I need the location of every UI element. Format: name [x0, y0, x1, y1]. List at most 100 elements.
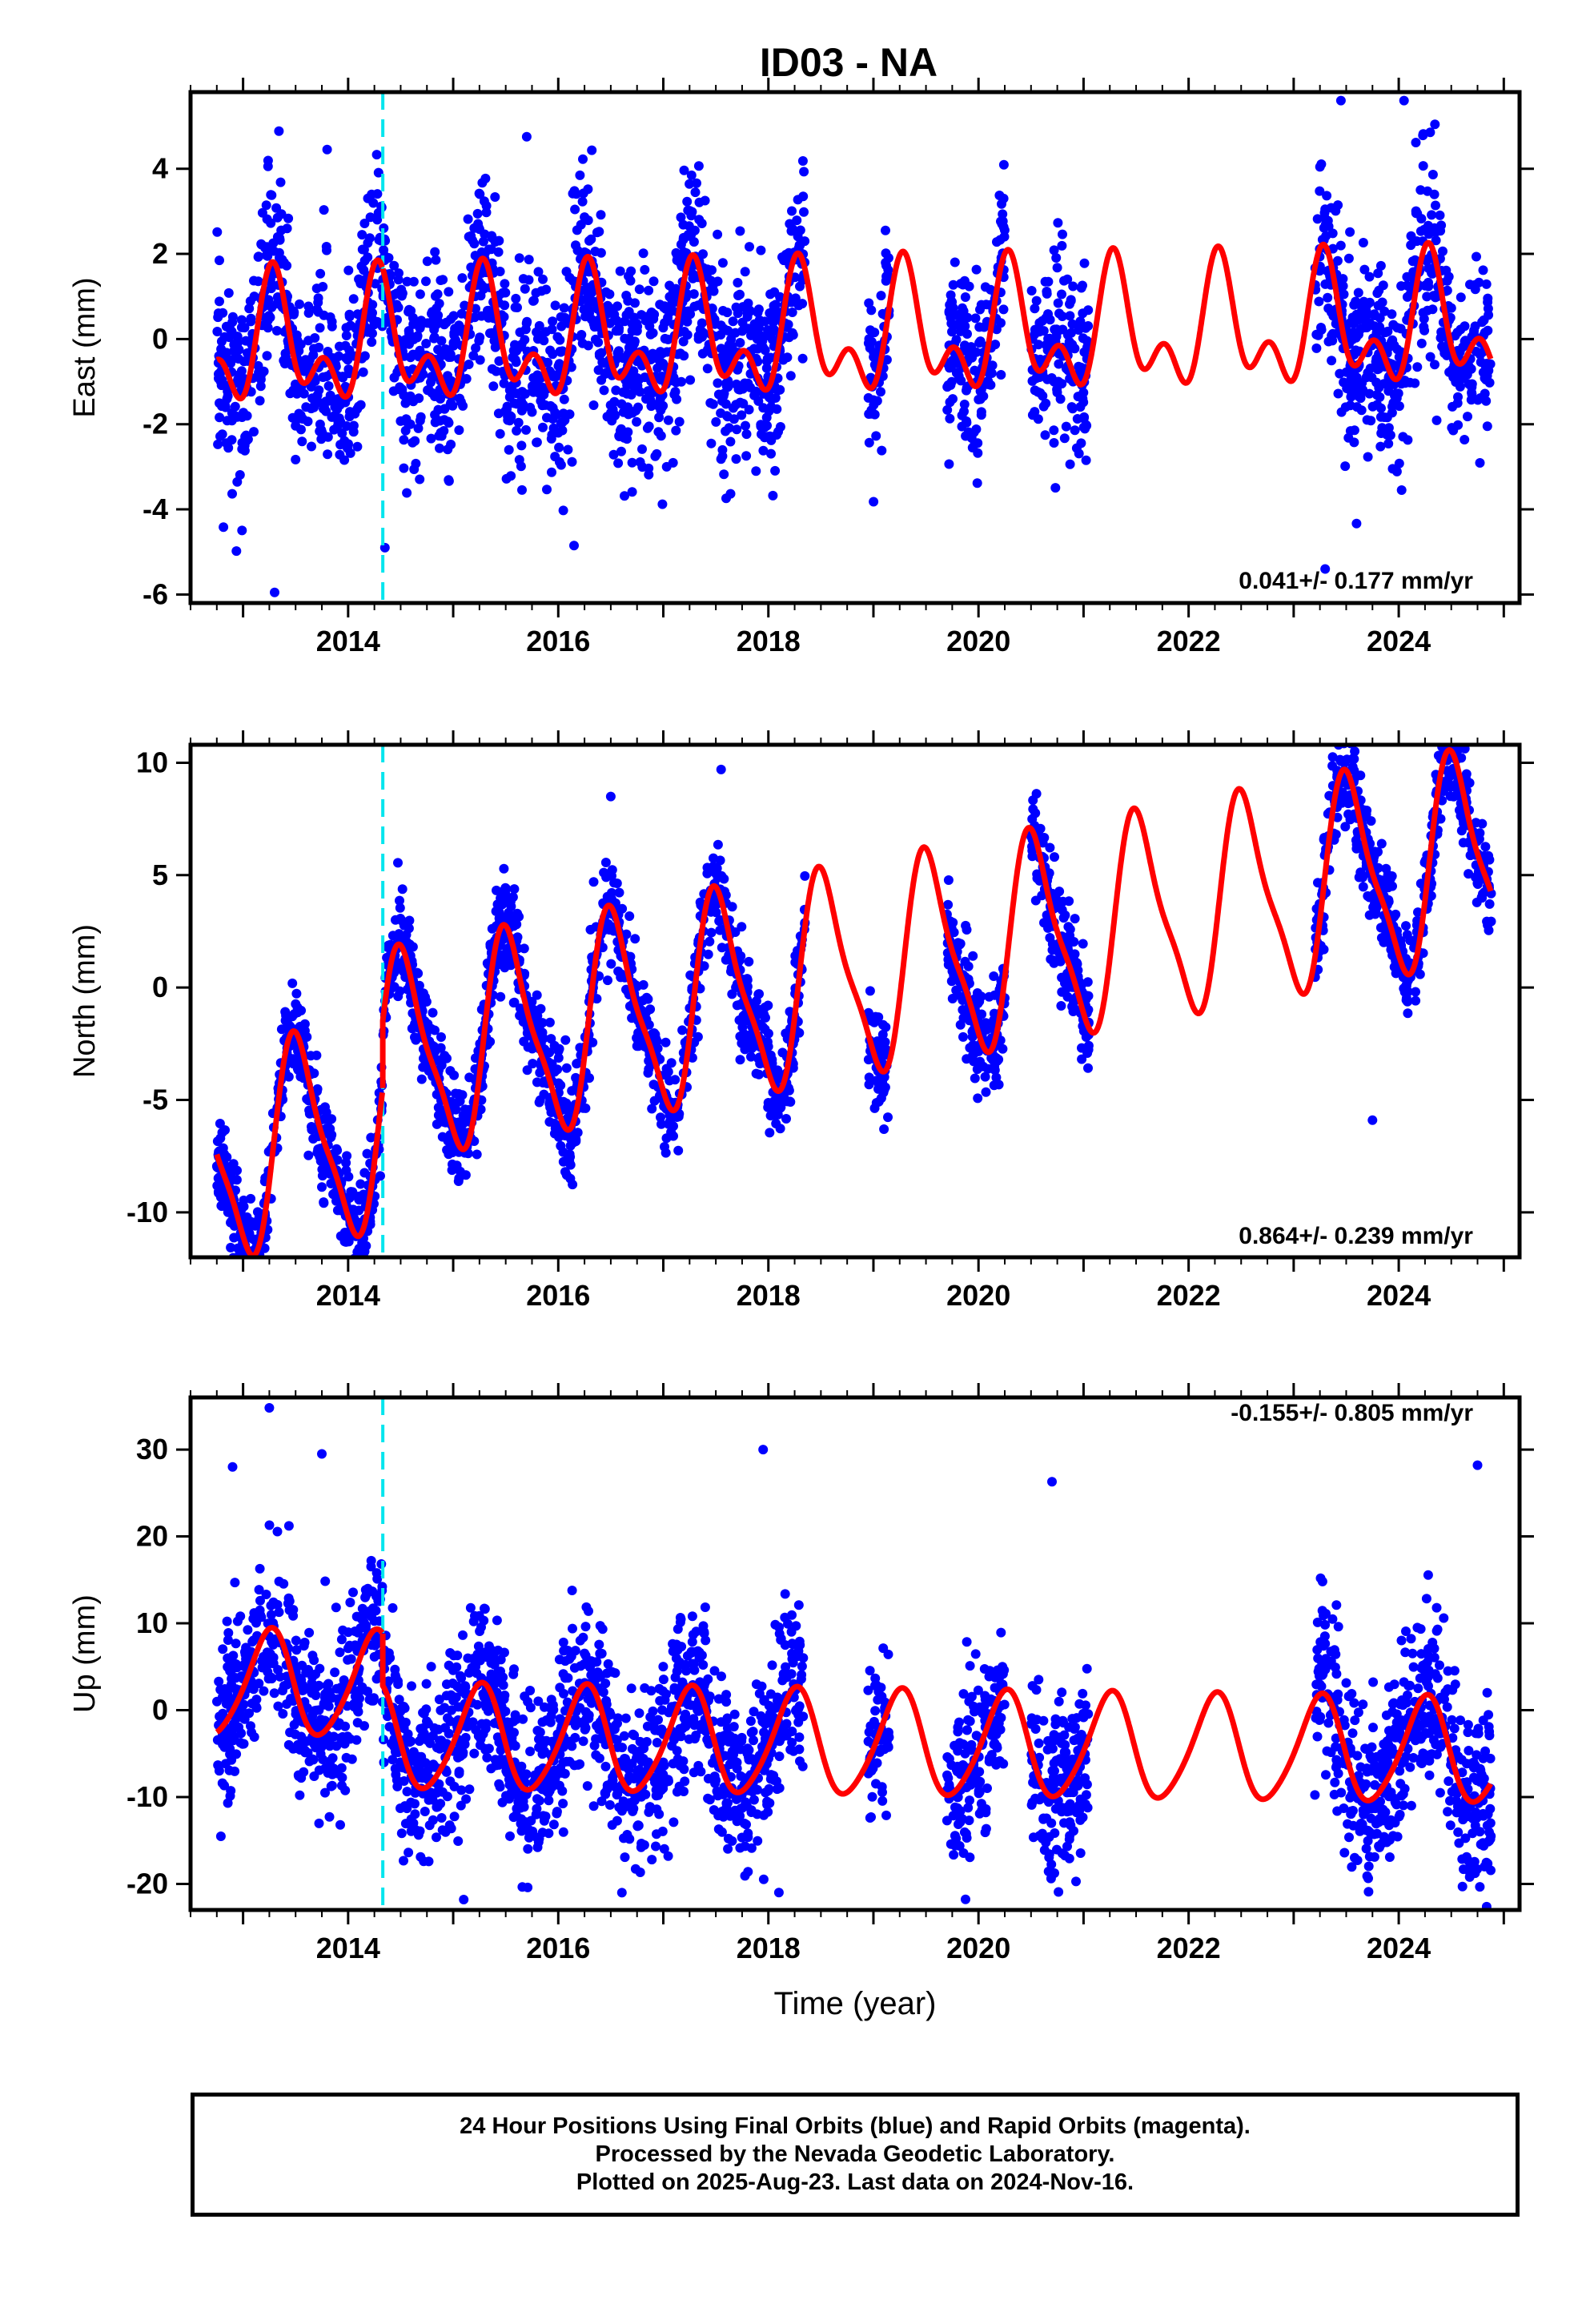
east-data-point: [469, 239, 480, 249]
east-data-point: [548, 316, 558, 327]
east-data-point: [1387, 464, 1398, 474]
east-data-point: [1382, 412, 1392, 423]
east-data-point: [271, 203, 282, 213]
east-data-point: [504, 444, 514, 455]
east-data-point: [973, 448, 983, 458]
east-data-point: [672, 255, 682, 265]
east-data-point: [274, 126, 284, 136]
east-data-point: [456, 308, 467, 319]
east-data-point: [744, 404, 754, 415]
east-data-point: [1396, 485, 1407, 495]
east-data-point: [233, 354, 243, 364]
north-data-point: [975, 1056, 985, 1067]
north-data-point: [444, 1149, 454, 1160]
east-data-point: [433, 344, 444, 355]
east-data-point: [477, 178, 488, 188]
east-data-point: [1385, 430, 1395, 440]
east-data-point: [430, 392, 440, 401]
east-data-point: [343, 364, 354, 375]
north-data-point: [423, 1019, 433, 1029]
north-data-point: [404, 915, 415, 926]
east-data-point: [722, 308, 733, 318]
east-data-point: [536, 286, 547, 296]
east-data-point: [632, 319, 642, 328]
east-data-point: [357, 230, 367, 240]
north-data-point: [713, 839, 723, 850]
east-y-axis-label: East (mm): [68, 277, 102, 417]
east-data-point: [997, 199, 1006, 209]
east-data-point: [877, 445, 887, 456]
east-data-point: [646, 401, 656, 412]
east-data-point: [942, 382, 953, 392]
north-data-point: [877, 1029, 888, 1039]
east-data-point: [1416, 338, 1427, 348]
east-data-point: [607, 416, 617, 426]
east-data-point: [295, 356, 306, 366]
east-data-point: [511, 293, 521, 304]
east-data-point: [733, 278, 743, 287]
north-data-point: [709, 853, 718, 863]
north-data-point: [546, 1034, 556, 1044]
east-data-point: [1363, 300, 1373, 310]
east-data-point: [799, 167, 809, 177]
east-data-point: [725, 436, 736, 447]
east-y-tick-label: 0: [152, 322, 168, 355]
north-data-point: [665, 1116, 675, 1127]
north-data-point: [607, 887, 616, 898]
north-data-point: [746, 1043, 757, 1054]
east-data-point: [740, 378, 750, 388]
east-data-point: [781, 249, 791, 259]
east-data-point: [538, 422, 548, 432]
east-data-point: [1054, 308, 1064, 319]
east-data-point: [412, 332, 422, 343]
east-data-point: [1369, 309, 1379, 320]
east-data-point: [1373, 268, 1383, 279]
east-data-point: [367, 300, 378, 310]
east-data-point: [404, 307, 414, 317]
north-data-point: [226, 1242, 236, 1252]
east-data-point: [1078, 280, 1087, 291]
east-data-point: [1062, 274, 1073, 284]
east-data-point: [490, 192, 500, 202]
east-data-point: [719, 469, 729, 480]
east-data-point: [788, 330, 798, 340]
east-data-point: [580, 212, 590, 223]
east-data-point: [1364, 271, 1375, 282]
east-data-point: [566, 362, 576, 372]
east-data-point: [236, 315, 247, 325]
east-data-point: [578, 154, 588, 164]
east-data-point: [627, 457, 637, 468]
east-data-point: [632, 416, 642, 427]
east-data-point: [1351, 518, 1362, 529]
east-data-point: [372, 189, 383, 199]
east-data-point: [638, 248, 648, 259]
north-data-point: [287, 1055, 297, 1065]
east-y-tick-label: -6: [143, 577, 168, 610]
east-data-point: [214, 369, 223, 380]
east-data-point: [285, 388, 295, 399]
east-data-point: [1411, 206, 1421, 216]
east-data-point: [1038, 326, 1049, 336]
east-data-point: [440, 404, 450, 414]
east-data-point: [1388, 320, 1399, 330]
east-data-point: [335, 440, 346, 450]
north-data-point: [607, 870, 616, 881]
east-data-point: [668, 457, 678, 468]
north-data-point: [775, 1124, 785, 1134]
east-data-point: [1314, 296, 1324, 307]
east-data-point: [1052, 263, 1062, 273]
north-data-point: [1078, 939, 1088, 949]
east-data-point: [472, 208, 483, 219]
east-data-point: [721, 378, 732, 388]
east-data-point: [444, 476, 454, 486]
east-data-point: [1375, 392, 1385, 402]
east-data-point: [331, 354, 340, 364]
north-data-point: [389, 982, 400, 992]
east-data-point: [557, 425, 568, 436]
east-data-point: [663, 415, 673, 425]
east-data-point: [415, 289, 425, 300]
east-data-point: [635, 457, 645, 467]
north-data-point: [1484, 925, 1494, 935]
east-data-point: [679, 165, 689, 175]
east-y-tick-label: -4: [143, 493, 168, 525]
